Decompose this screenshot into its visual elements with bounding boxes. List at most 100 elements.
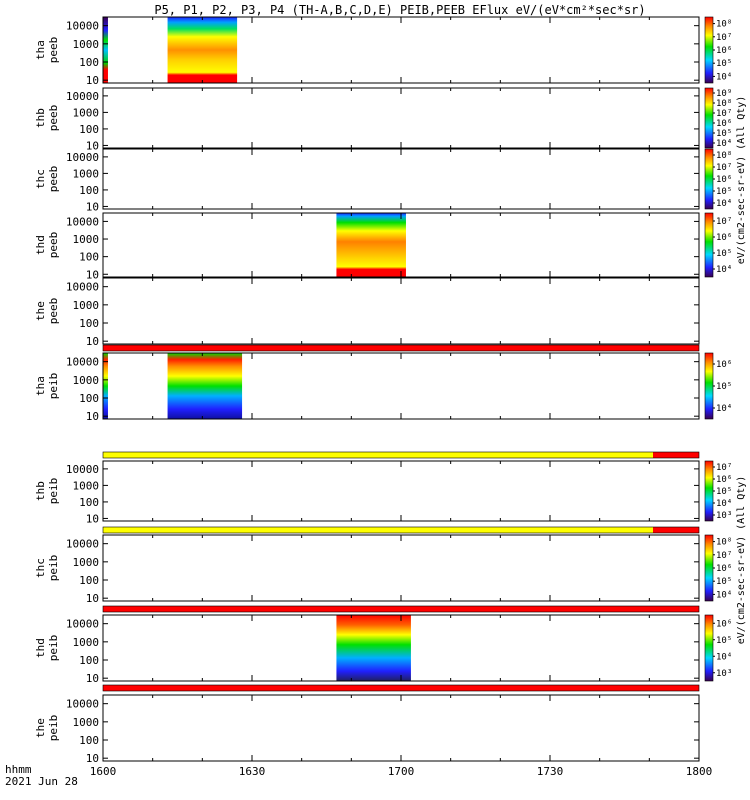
colorbar-tick-label: 10⁶ [716, 360, 732, 370]
energy-tick-label: 10 [86, 410, 99, 423]
colorbar-tick-label: 10⁸ [716, 99, 732, 109]
colorbar-2 [704, 148, 714, 210]
time-tick-label-1: 1630 [239, 765, 266, 778]
panel-label-probe: tha [34, 40, 47, 60]
status-strip-frame-0 [102, 344, 700, 352]
colorbar-tick-label: 10⁴ [716, 652, 732, 662]
colorbar-tick-label: 10⁵ [716, 636, 732, 646]
energy-tick-label: 1000 [73, 479, 100, 492]
energy-tick-label: 100 [79, 654, 99, 667]
colorbar-tick-label: 10⁸ [716, 151, 732, 161]
panel-label-product: peeb [47, 232, 60, 259]
panel-label-product: peib [47, 373, 60, 400]
colorbar-tick-label: 10⁶ [716, 175, 732, 185]
panel-tha-peeb: 10 100 1000 10000 tha peeb [34, 16, 700, 87]
energy-tick-label: 10 [86, 752, 99, 765]
panel-label-probe: thd [34, 235, 47, 255]
energy-tick-label: 100 [79, 734, 99, 747]
colorbar-tick-label: 10⁷ [716, 217, 732, 227]
panel-thb-peeb: 10 100 1000 10000 thb peeb [34, 87, 700, 152]
colorbar-tick-label: 10⁸ [716, 20, 732, 30]
energy-tick-label: 10000 [66, 463, 99, 476]
panel-label-product: peib [47, 555, 60, 582]
colorbar-1 [704, 87, 714, 149]
energy-tick-label: 10000 [66, 215, 99, 228]
colorbar-6 [704, 534, 714, 602]
colorbar-tick-label: 10⁴ [716, 72, 732, 82]
colorbar-tick-label: 10⁶ [716, 46, 732, 56]
energy-tick-label: 10 [86, 74, 99, 87]
colorbar-tick-label: 10⁸ [716, 538, 732, 548]
energy-tick-label: 100 [79, 251, 99, 264]
colorbar-tick-label: 10⁵ [716, 59, 732, 69]
energy-tick-label: 100 [79, 496, 99, 509]
colorbar-tick-label: 10⁶ [716, 619, 732, 629]
energy-tick-label: 1000 [73, 374, 100, 387]
panel-thb-peib: 10 100 1000 10000 thb peib [34, 460, 700, 525]
colorbars-group: 10⁴10⁵10⁶10⁷10⁸10⁴10⁵10⁶10⁷10⁸10⁹10⁴10⁵1… [704, 16, 732, 682]
energy-tick-label: 1000 [73, 556, 100, 569]
energy-tick-label: 10 [86, 512, 99, 525]
panel-thc-peeb: 10 100 1000 10000 thc peeb [34, 148, 700, 213]
colorbar-tick-label: 10⁵ [716, 487, 732, 497]
energy-tick-label: 100 [79, 56, 99, 69]
energy-tick-label: 10000 [66, 281, 99, 294]
colorbar-tick-label: 10⁴ [716, 404, 732, 414]
colorbar-3 [704, 212, 714, 278]
energy-tick-label: 10000 [66, 698, 99, 711]
colorbar-tick-label: 10⁴ [716, 265, 732, 275]
panel-thc-peib: 10 100 1000 10000 thc peib [34, 534, 700, 605]
energy-tick-label: 1000 [73, 636, 100, 649]
time-tick-label-4: 1800 [686, 765, 713, 778]
colorbar-4 [704, 352, 714, 420]
panel-label-product: peeb [47, 166, 60, 193]
colorbar-tick-label: 10⁷ [716, 33, 732, 43]
panel-frame-6 [102, 460, 700, 522]
energy-tick-label: 1000 [73, 167, 100, 180]
energy-tick-label: 10 [86, 335, 99, 348]
colorbar-tick-label: 10⁷ [716, 551, 732, 561]
colorbar-tick-label: 10⁷ [716, 109, 732, 119]
colorbar-tick-label: 10⁵ [716, 577, 732, 587]
colorbar-tick-label: 10⁴ [716, 139, 732, 149]
energy-tick-label: 10000 [66, 356, 99, 369]
energy-tick-label: 1000 [73, 38, 100, 51]
energy-tick-label: 100 [79, 574, 99, 587]
panel-frame-7 [102, 534, 700, 602]
colorbar-tick-label: 10⁵ [716, 249, 732, 259]
data-block-tha-peeb-0 [103, 17, 108, 83]
energy-tick-label: 10000 [66, 618, 99, 631]
colorbar-tick-label: 10⁵ [716, 187, 732, 197]
energy-tick-label: 10000 [66, 20, 99, 33]
panel-thd-peib: 10 100 1000 10000 thd peib [34, 614, 700, 685]
panel-label-product: peeb [47, 298, 60, 325]
energy-tick-label: 1000 [73, 233, 100, 246]
time-tick-label-3: 1730 [537, 765, 564, 778]
data-block-thd-peib-0 [336, 615, 411, 681]
panel-thd-peeb: 10 100 1000 10000 thd peeb [34, 212, 700, 281]
colorbar-tick-label: 10³ [716, 511, 732, 521]
time-tick-label-2: 1700 [388, 765, 415, 778]
panel-tha-peib: 10 100 1000 10000 tha peib [34, 352, 700, 423]
panel-label-probe: thd [34, 638, 47, 658]
energy-tick-label: 1000 [73, 716, 100, 729]
status-strip-end-2 [653, 527, 699, 533]
panel-the-peeb: 10 100 1000 10000 the peeb [34, 277, 700, 348]
data-block-tha-peib-1 [167, 353, 243, 419]
time-axis-label-hhmm: hhmm [5, 763, 32, 776]
status-strip-frame-4 [102, 684, 700, 692]
energy-tick-label: 10 [86, 200, 99, 213]
energy-tick-label: 10000 [66, 90, 99, 103]
colorbar-tick-label: 10⁴ [716, 590, 732, 600]
status-strip-frame-1 [102, 451, 700, 459]
panel-label-probe: thc [34, 558, 47, 578]
colorbar-0 [704, 16, 714, 84]
data-block-tha-peeb-1 [167, 17, 238, 83]
panel-label-product: peeb [47, 105, 60, 132]
colorbar-tick-label: 10⁵ [716, 382, 732, 392]
energy-tick-label: 10000 [66, 538, 99, 551]
time-axis-label-date: 2021 Jun 28 [5, 775, 78, 788]
energy-tick-label: 100 [79, 317, 99, 330]
